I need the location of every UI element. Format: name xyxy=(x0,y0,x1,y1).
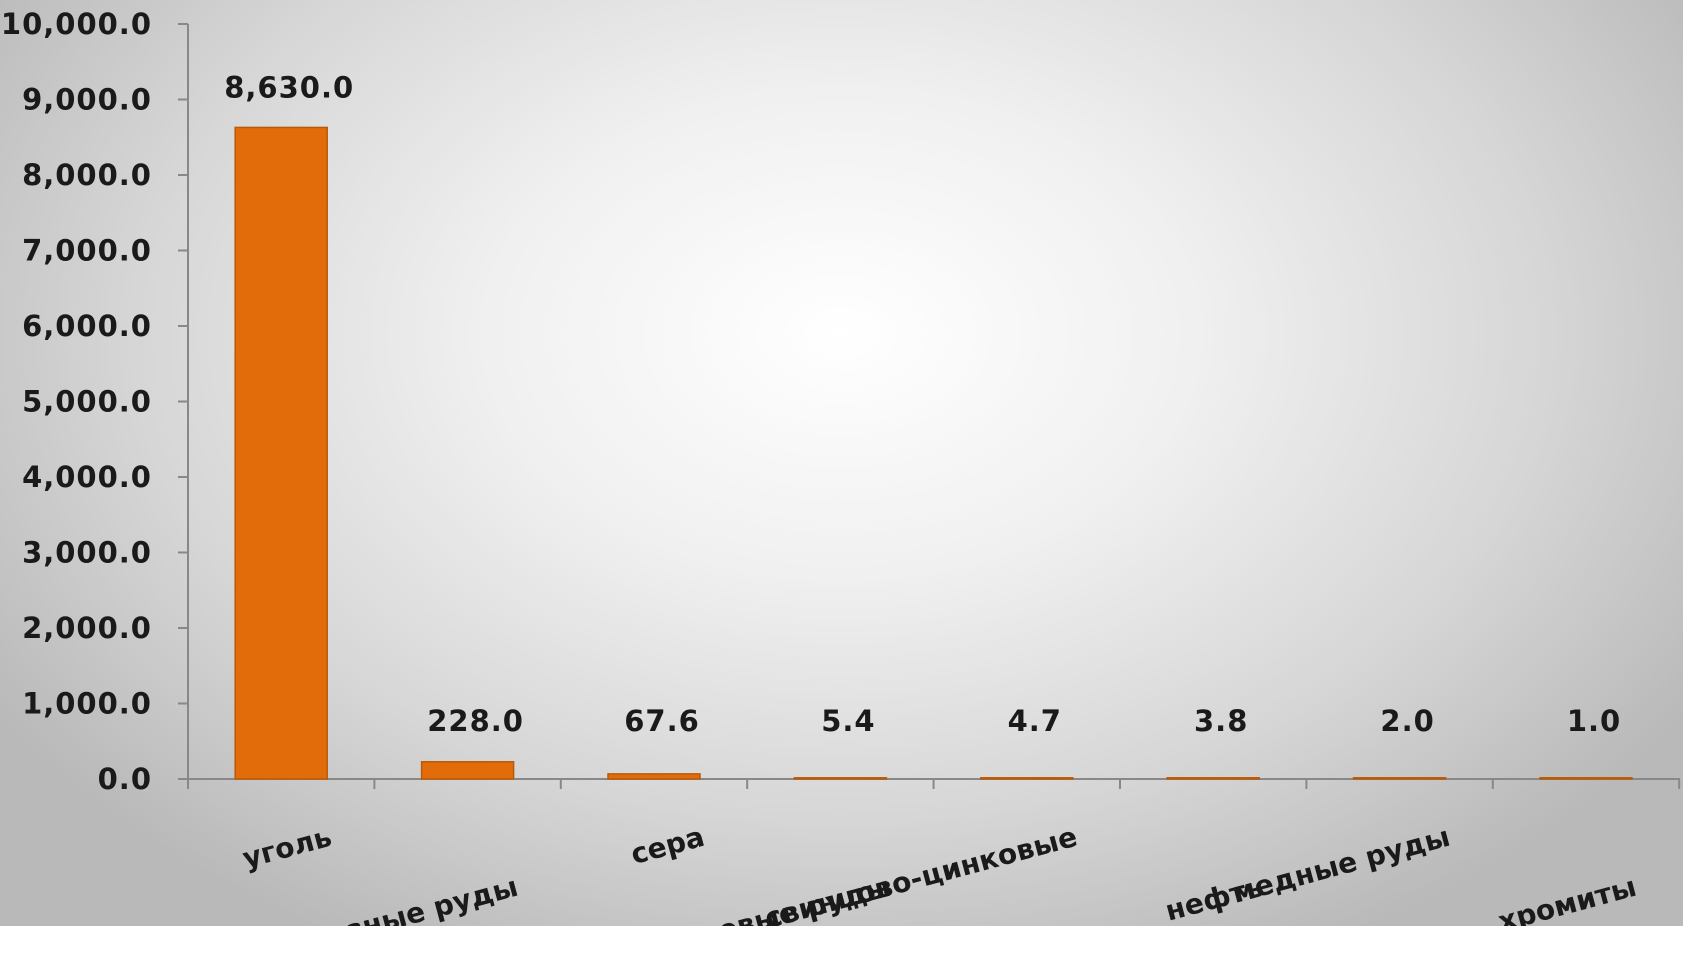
chart-area: 0.0 1,000.0 2,000.0 3,000.0 4,000.0 5,000.0 6,… xyxy=(0,0,1683,926)
bar xyxy=(793,777,888,780)
data-label: 2.0 xyxy=(1380,704,1434,738)
y-axis: 0.0 1,000.0 2,000.0 3,000.0 4,000.0 5,000.0 6,… xyxy=(1,7,189,796)
y-tick-label: 6,000.0 xyxy=(22,309,152,343)
y-tick-label: 10,000.0 xyxy=(1,7,152,41)
bar xyxy=(1539,777,1633,780)
data-label: 67.6 xyxy=(624,704,700,738)
bar xyxy=(420,761,515,780)
bar xyxy=(980,777,1074,780)
x-tick-label: свинцово-цинковые xyxy=(761,820,1080,926)
x-tick-label: железные руды xyxy=(260,870,522,926)
y-tick-label: 4,000.0 xyxy=(22,460,152,494)
y-tick-label: 5,000.0 xyxy=(22,385,152,419)
bars xyxy=(234,126,1633,780)
data-label: 228.0 xyxy=(427,704,524,738)
data-label: 8,630.0 xyxy=(224,70,354,104)
y-tick-label: 9,000.0 xyxy=(22,83,152,117)
y-tick-label: 1,000.0 xyxy=(22,687,152,721)
y-tick-label: 0.0 xyxy=(98,762,152,796)
y-tick-label: 3,000.0 xyxy=(22,536,152,570)
bar-chart: 0.0 1,000.0 2,000.0 3,000.0 4,000.0 5,000.0 6,… xyxy=(1,7,1681,926)
x-axis xyxy=(187,778,1681,789)
x-tick-label: медные руды xyxy=(1228,820,1453,910)
data-label: 5.4 xyxy=(821,704,875,738)
bar xyxy=(1166,777,1260,780)
bar xyxy=(1352,777,1447,780)
y-tick-label: 7,000.0 xyxy=(22,234,152,268)
data-labels: 8,630.0 228.0 67.6 5.4 4.7 3.8 2.0 1.0 xyxy=(224,70,1621,738)
x-tick-label: уголь xyxy=(239,820,335,875)
y-tick-label: 8,000.0 xyxy=(22,158,152,192)
x-tick-label: сера xyxy=(627,820,708,871)
bar xyxy=(234,126,328,780)
bar xyxy=(607,773,701,780)
data-label: 4.7 xyxy=(1008,704,1062,738)
y-tick-label: 2,000.0 xyxy=(22,611,152,645)
data-label: 1.0 xyxy=(1567,704,1621,738)
data-label: 3.8 xyxy=(1194,704,1248,738)
x-tick-label: хромиты xyxy=(1495,870,1640,926)
bottom-margin xyxy=(0,926,1683,956)
